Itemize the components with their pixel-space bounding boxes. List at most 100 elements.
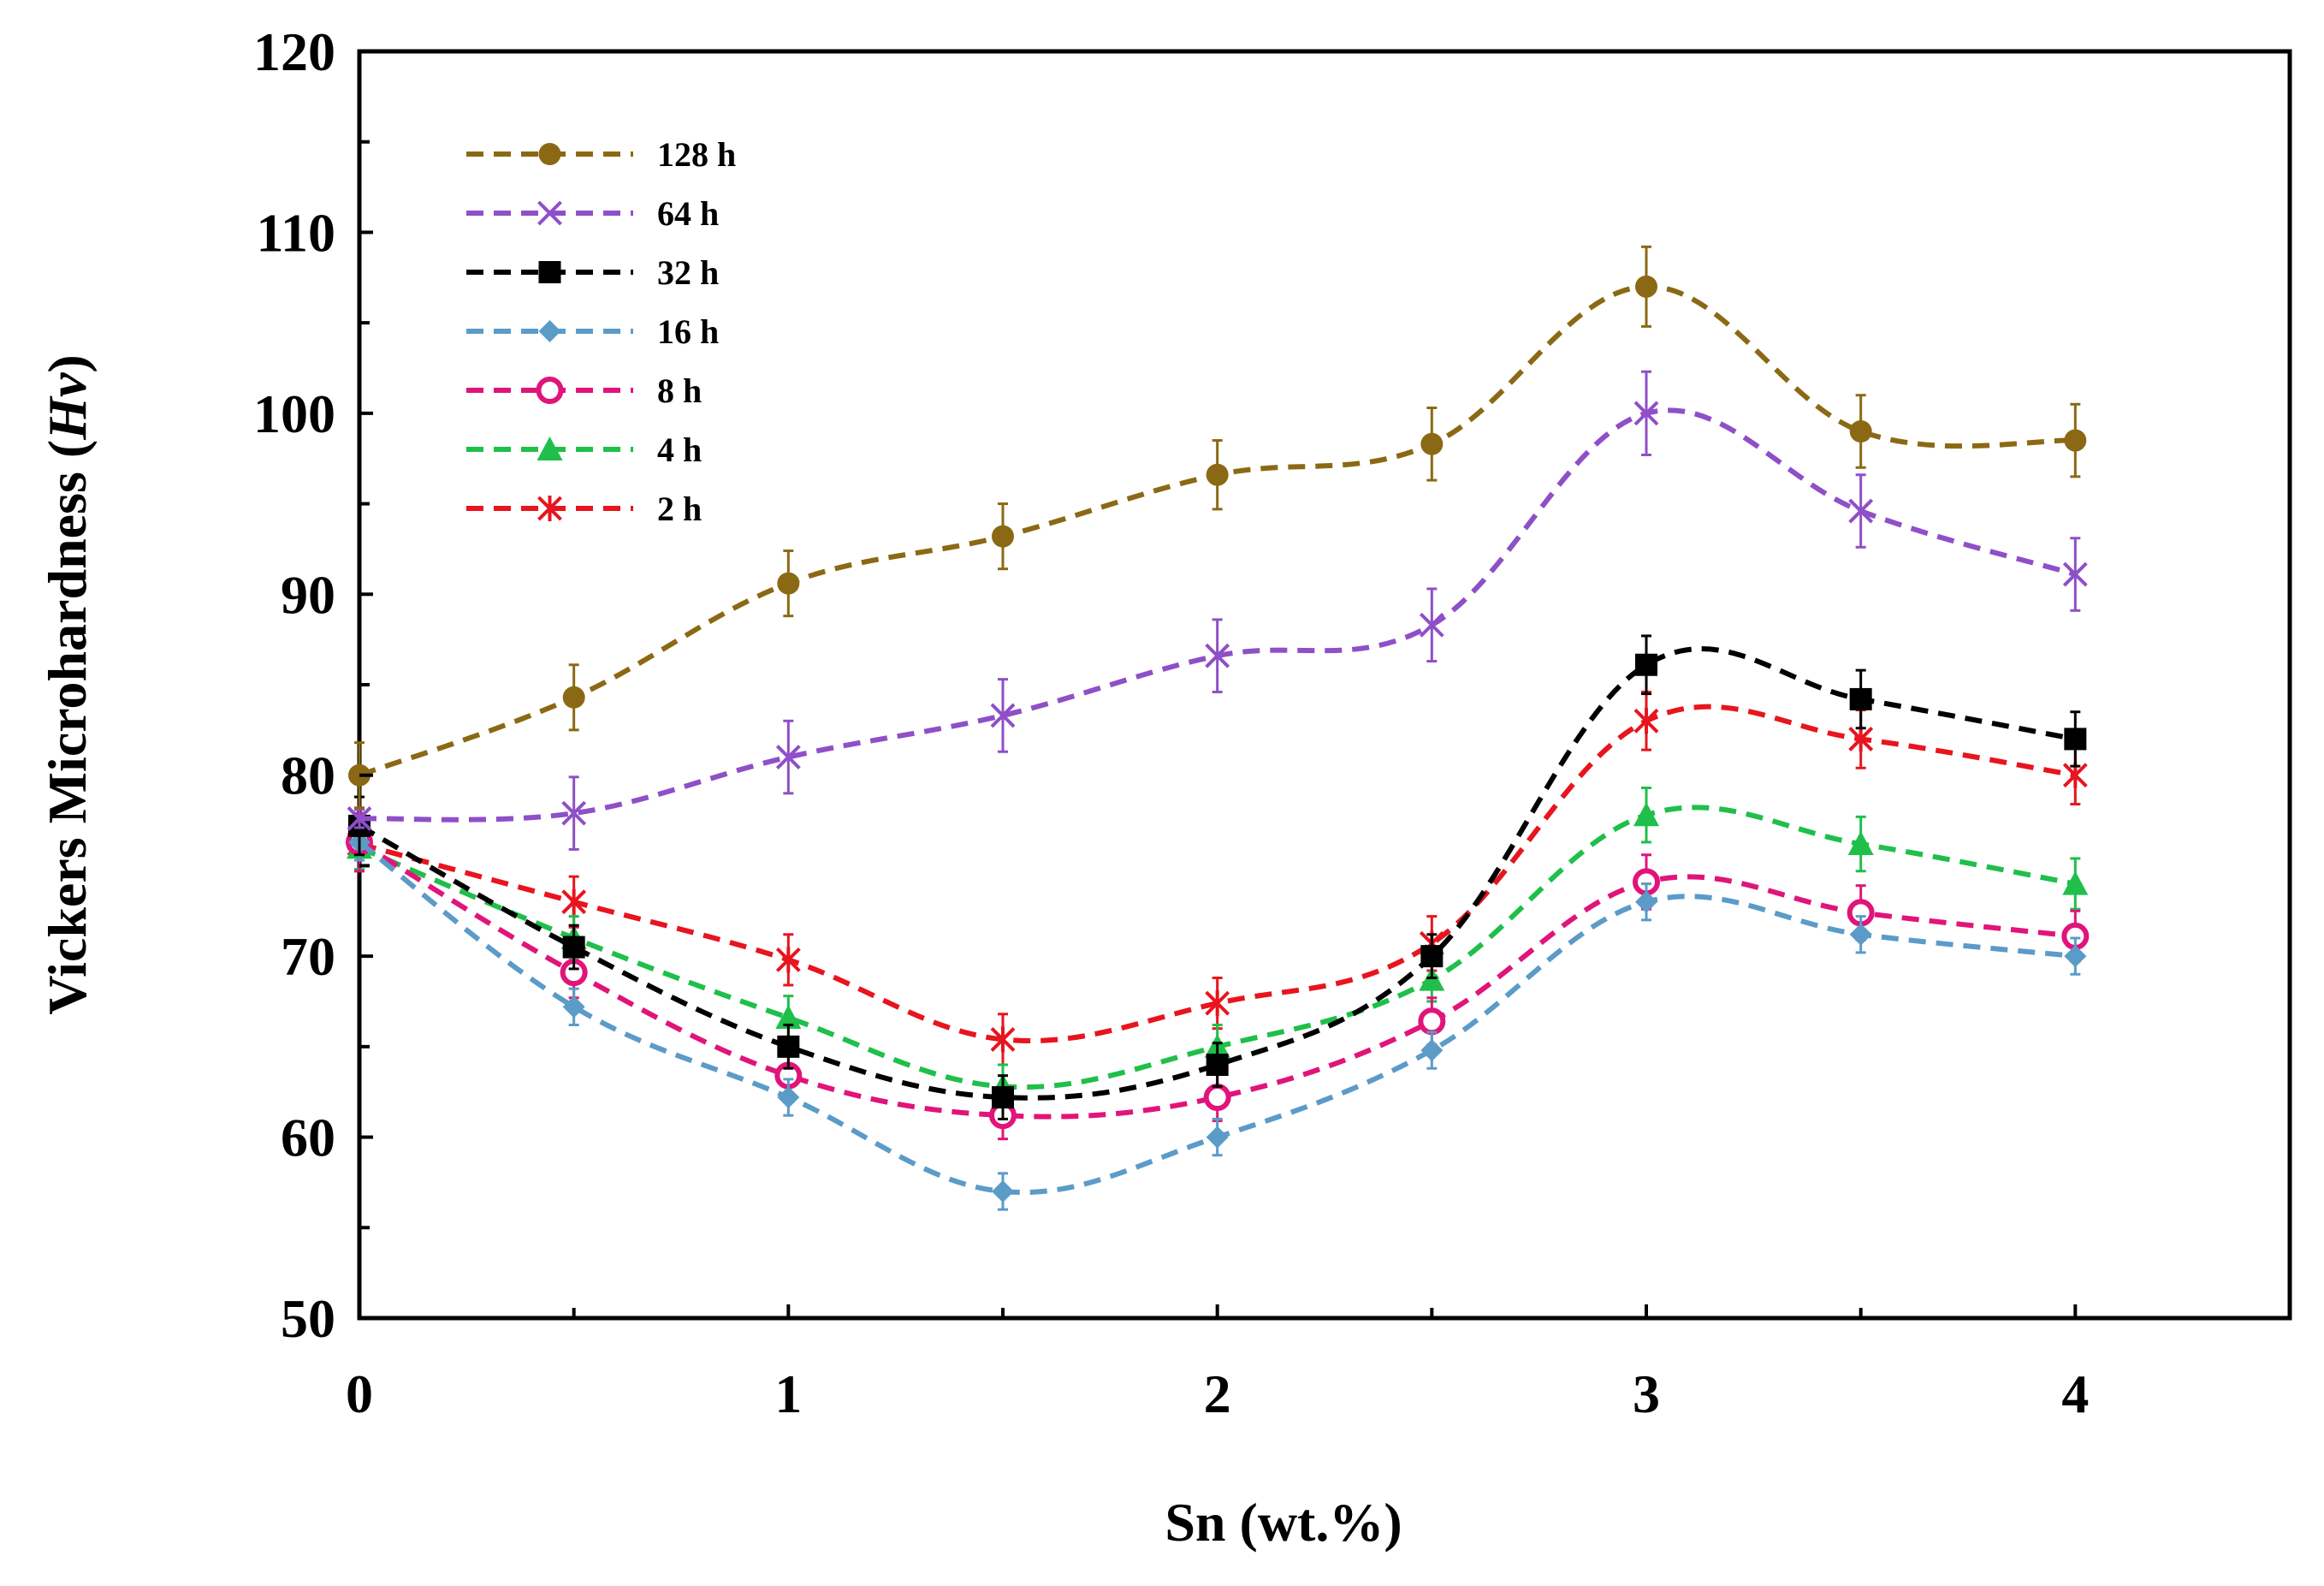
data-point: [1847, 831, 1874, 856]
legend-item: 8 h: [466, 371, 702, 410]
marker-stroke: [990, 703, 1016, 728]
data-point: [990, 1026, 1016, 1053]
data-point: [1635, 275, 1657, 298]
series-line: [358, 646, 2076, 1101]
legend-label: 128 h: [657, 135, 736, 174]
data-point: [777, 1035, 800, 1058]
y-tick-label: 100: [253, 383, 335, 444]
data-point: [775, 947, 801, 973]
series-128h: [348, 245, 2087, 810]
data-point: [992, 525, 1014, 548]
marker-stroke: [561, 800, 587, 826]
legend-label: 16 h: [657, 312, 719, 351]
legend-marker: [538, 143, 561, 165]
series-line: [358, 840, 2076, 1120]
data-point: [2062, 561, 2088, 587]
legend-marker: [537, 200, 562, 226]
data-point: [1205, 990, 1230, 1017]
legend-label: 64 h: [657, 194, 719, 233]
marker-stroke: [1419, 612, 1444, 638]
data-point: [1419, 612, 1444, 638]
y-tick-label: 60: [281, 1108, 335, 1168]
y-tick-label: 70: [281, 926, 335, 987]
data-point: [561, 888, 587, 915]
data-point: [1849, 687, 1872, 710]
data-point: [562, 995, 585, 1019]
legend-label: 4 h: [657, 431, 702, 469]
data-point: [1205, 643, 1230, 668]
data-point: [1849, 923, 1872, 946]
x-axis-title: Sn (wt.%): [1165, 1492, 1402, 1553]
data-point: [1420, 945, 1444, 968]
data-point: [1633, 708, 1659, 734]
x-tick-label: 3: [1633, 1363, 1660, 1424]
data-point: [1635, 890, 1657, 913]
data-point: [347, 806, 372, 831]
y-axis-title-prefix: Vickers Microhardness (: [37, 440, 98, 1015]
y-tick-label: 80: [281, 745, 335, 806]
legend-label: 2 h: [657, 490, 702, 528]
data-point: [1420, 432, 1444, 455]
data-point: [1849, 420, 1872, 443]
marker-stroke: [775, 745, 801, 769]
x-tick-label: 4: [2061, 1363, 2089, 1424]
data-point: [775, 1005, 802, 1030]
x-tick-label: 1: [774, 1363, 802, 1424]
data-point: [1635, 653, 1657, 676]
x-tick-label: 2: [1204, 1363, 1231, 1424]
legend-item: 128 h: [466, 135, 736, 174]
series-2h: [347, 690, 2088, 1066]
data-point: [775, 745, 801, 769]
marker-stroke: [537, 200, 562, 226]
marker-stroke: [1848, 498, 1874, 524]
series-32h: [348, 634, 2087, 1120]
y-axis-title: Vickers Microhardness (Hv): [37, 354, 98, 1014]
plot-frame: [357, 49, 2292, 1321]
data-point: [1848, 498, 1874, 524]
y-tick-label: 110: [257, 202, 335, 263]
data-point: [777, 1086, 800, 1109]
x-tick-label: 0: [346, 1363, 373, 1424]
marker-stroke: [2062, 561, 2088, 587]
data-point: [990, 703, 1016, 728]
data-point: [2064, 429, 2087, 452]
y-axis-title-suffix: ): [37, 354, 98, 372]
y-tick-label: 90: [281, 564, 335, 625]
legend-marker: [538, 320, 561, 342]
legend-item: 16 h: [466, 312, 719, 351]
legend-marker: [537, 437, 563, 460]
legend-label: 32 h: [657, 253, 719, 292]
data-point: [777, 572, 800, 595]
series-64h: [347, 370, 2088, 851]
series-line: [359, 407, 2077, 823]
data-point: [1633, 401, 1659, 426]
legend-label: 8 h: [657, 371, 702, 410]
legend-marker: [537, 496, 562, 521]
data-point: [1206, 1126, 1229, 1149]
data-point: [1633, 802, 1659, 827]
data-point: [992, 1086, 1014, 1109]
marker-stroke: [1633, 401, 1659, 426]
legend-marker: [538, 261, 561, 283]
data-point: [992, 1180, 1014, 1203]
data-point: [1848, 726, 1874, 752]
data-point: [1203, 1084, 1231, 1112]
marker-stroke: [347, 806, 372, 831]
data-point: [562, 686, 585, 709]
legend-item: 4 h: [466, 431, 702, 469]
series-8h: [346, 811, 2090, 1141]
data-point: [2064, 945, 2087, 968]
legend-item: 32 h: [466, 253, 719, 292]
marker-stroke: [1205, 643, 1230, 668]
data-point: [1420, 1039, 1444, 1062]
data-point: [2064, 728, 2087, 751]
y-tick-label: 120: [253, 21, 335, 82]
series-line: [358, 283, 2076, 778]
legend-item: 2 h: [466, 490, 702, 528]
legend-item: 64 h: [466, 194, 719, 233]
data-point: [1206, 463, 1229, 486]
data-point: [1418, 1007, 1446, 1036]
legend-marker: [536, 377, 564, 404]
data-point: [562, 936, 585, 959]
